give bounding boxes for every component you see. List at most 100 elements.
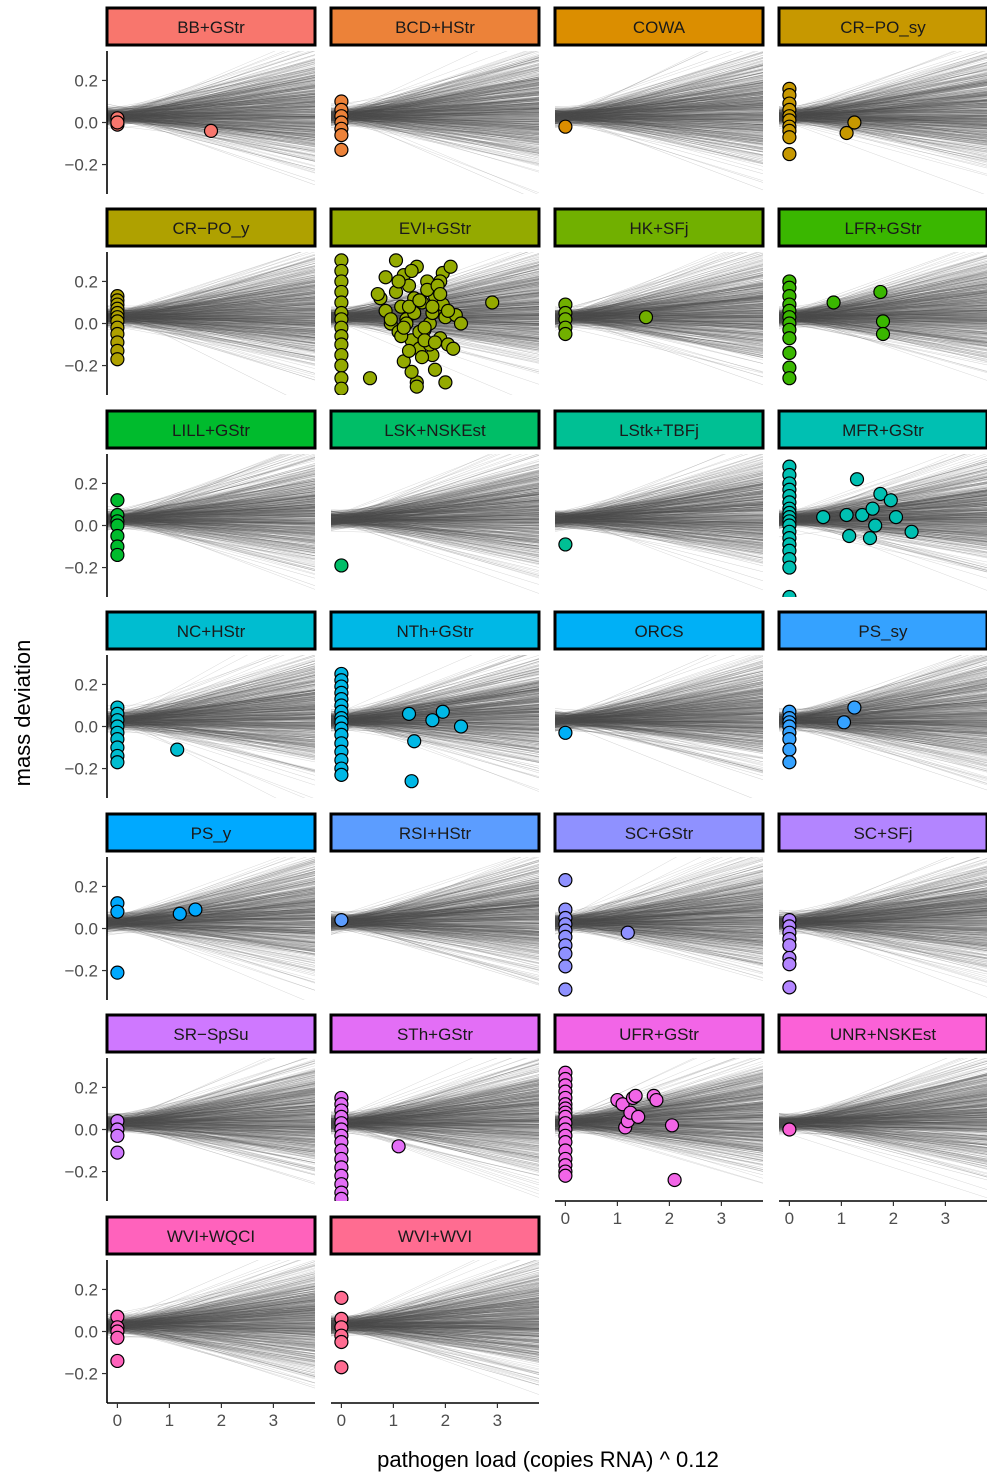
regression-lines — [107, 655, 315, 798]
data-points — [782, 274, 891, 386]
x-tick-label: 1 — [165, 1411, 174, 1430]
y-tick-label: −0.2 — [64, 760, 98, 779]
regression-lines — [779, 51, 987, 194]
data-point — [383, 312, 398, 327]
facet-strip — [105, 610, 317, 651]
data-point — [558, 537, 573, 552]
data-point — [334, 1191, 349, 1201]
data-point — [558, 873, 573, 888]
data-point — [816, 509, 831, 525]
data-point — [667, 1172, 682, 1188]
data-point — [401, 299, 417, 314]
data-point — [110, 352, 125, 367]
regression-lines — [331, 454, 539, 594]
facet-strip — [329, 812, 541, 853]
data-point — [110, 1128, 125, 1143]
y-tick-label: 0.0 — [74, 1121, 98, 1140]
facet-panel: EVI+GStr — [329, 207, 541, 395]
data-point — [391, 1139, 406, 1154]
facet-panel: MFR+GStr — [777, 409, 987, 597]
facet-strip — [105, 812, 317, 853]
data-point — [847, 115, 862, 130]
data-point — [440, 303, 456, 318]
data-point — [904, 524, 919, 539]
data-point — [888, 509, 904, 525]
data-point — [865, 501, 880, 516]
data-point — [417, 320, 432, 335]
facet-panel: LFR+GStr — [777, 207, 987, 386]
data-point — [558, 946, 573, 961]
regression-lines — [107, 454, 315, 590]
facet-panel: SC+SFj — [777, 812, 987, 998]
data-points — [110, 896, 203, 980]
facet-panel: NTh+GStr — [329, 610, 541, 792]
data-points — [782, 700, 862, 770]
facet-strip-label: ORCS — [634, 622, 683, 641]
data-point — [334, 381, 349, 395]
facet-panel: LStk+TBFj — [553, 409, 765, 591]
facet-panel: CR−PO_sy — [777, 6, 987, 194]
y-tick-label: −0.2 — [64, 962, 98, 981]
facet-strip-label: UFR+GStr — [619, 1025, 699, 1044]
facet-strip-label: LFR+GStr — [845, 219, 922, 238]
data-point — [334, 142, 349, 157]
data-point — [334, 1360, 349, 1375]
data-point — [396, 320, 411, 335]
facet-strip-label: LSK+NSKEst — [384, 421, 486, 440]
data-point — [558, 326, 573, 342]
facet-strip — [777, 6, 987, 47]
data-point — [334, 558, 349, 573]
data-point — [334, 912, 349, 928]
facet-strip-label: UNR+NSKEst — [830, 1025, 937, 1044]
data-point — [110, 904, 125, 919]
data-point — [839, 507, 854, 523]
data-point — [842, 528, 857, 544]
facet-strip-label: COWA — [633, 18, 686, 37]
data-point — [334, 358, 349, 373]
facet-strip — [329, 610, 541, 651]
facet-strip — [553, 409, 765, 450]
data-point — [782, 742, 797, 757]
regression-lines — [555, 857, 763, 981]
x-tick-label: 2 — [665, 1209, 674, 1228]
x-tick-label: 2 — [441, 1411, 450, 1430]
regression-lines — [779, 1058, 987, 1199]
regression-lines — [555, 454, 763, 591]
data-points — [782, 912, 797, 995]
y-tick-label: 0.2 — [74, 1078, 98, 1097]
facet-panel: PS_sy — [777, 610, 987, 791]
data-point — [782, 371, 797, 386]
data-point — [558, 725, 573, 740]
data-point — [435, 704, 450, 719]
data-point — [407, 734, 422, 749]
y-tick-label: 0.2 — [74, 272, 98, 291]
facet-strip — [329, 1013, 541, 1054]
data-point — [868, 518, 883, 533]
facet-strip — [777, 207, 987, 248]
data-point — [433, 286, 448, 302]
data-points — [110, 700, 185, 770]
data-point — [873, 284, 888, 300]
x-tick-label: 3 — [941, 1209, 950, 1228]
data-point — [453, 316, 469, 331]
facet-strip-label: SC+GStr — [625, 824, 694, 843]
data-point — [628, 1088, 643, 1103]
regression-lines — [107, 252, 315, 395]
facet-panel: BCD+HStr — [329, 6, 541, 194]
data-point — [334, 767, 349, 782]
data-points — [782, 459, 919, 597]
data-point — [558, 982, 573, 997]
data-points — [334, 558, 349, 573]
data-points — [334, 1290, 349, 1375]
facet-strip-label: SR−SpSu — [173, 1025, 248, 1044]
data-point — [875, 326, 891, 342]
data-point — [404, 263, 419, 279]
regression-lines — [779, 655, 987, 791]
facet-panel: SC+GStr — [553, 812, 765, 997]
facet-strip-label: BCD+HStr — [395, 18, 475, 37]
facet-strip — [553, 610, 765, 651]
regression-lines — [107, 1058, 315, 1185]
facet-strip-label: NC+HStr — [177, 622, 246, 641]
facet-strip — [553, 1013, 765, 1054]
data-point — [782, 980, 797, 995]
